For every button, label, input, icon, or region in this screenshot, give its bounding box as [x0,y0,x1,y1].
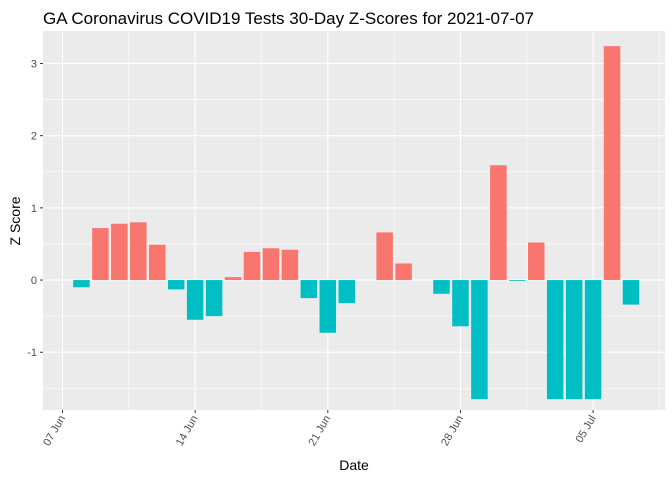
bar [376,232,393,281]
bar [565,280,583,400]
bar [584,280,602,400]
y-axis: -1 0 1 2 3 [27,58,43,359]
bar [262,248,280,281]
bar [452,280,469,327]
x-tick-label: 05 Jul [574,414,599,445]
x-tick-label: 28 Jun [439,414,466,449]
y-tick-label: 2 [31,131,37,143]
bar [603,46,621,281]
x-tick-label: 14 Jun [174,414,201,449]
y-tick-label: 3 [31,58,37,70]
grid-minor [43,31,665,410]
bars [73,46,640,400]
bar [186,280,204,320]
bar [73,280,90,288]
bar [622,280,640,305]
bar [509,280,526,281]
bar [224,277,242,281]
bar [433,280,450,294]
x-axis-title: Date [339,457,369,473]
x-tick-label: 07 Jun [41,414,68,449]
y-tick-label: 0 [31,275,37,287]
bar [300,280,318,299]
bar [281,249,299,281]
bar [319,280,337,333]
bar [528,242,545,281]
bar [471,280,488,400]
bar [149,244,166,281]
bar [111,223,128,281]
bar [338,280,355,304]
y-tick-label: -1 [27,347,37,359]
bar [243,251,261,281]
y-axis-title: Z Score [7,196,23,245]
bar [130,222,147,281]
bar [167,280,185,290]
chart-title: GA Coronavirus COVID19 Tests 30-Day Z-Sc… [43,9,534,28]
bar [546,280,564,400]
bar [205,280,223,317]
x-tick-label: 21 Jun [306,414,333,449]
bar [92,228,109,281]
bar [490,165,507,281]
x-axis: 07 Jun 14 Jun 21 Jun 28 Jun 05 Jul [41,410,599,448]
y-tick-label: 1 [31,203,37,215]
bar [395,263,412,281]
